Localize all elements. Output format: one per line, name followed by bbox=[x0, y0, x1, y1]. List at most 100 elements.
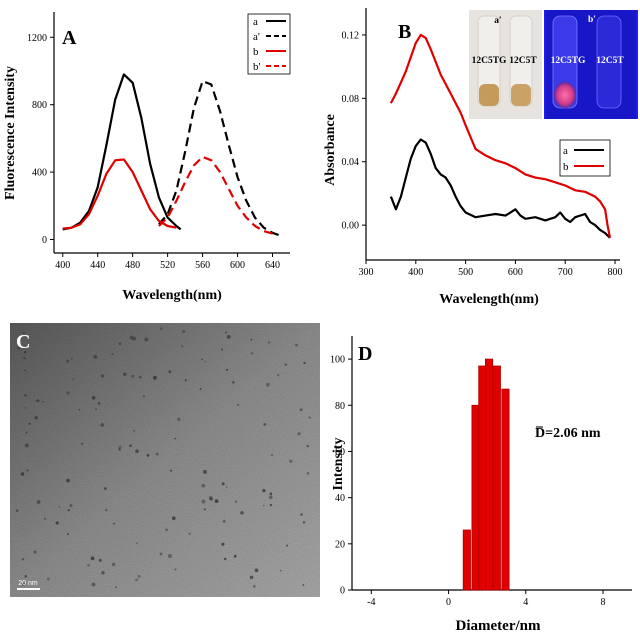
nanoparticle-dot bbox=[269, 495, 273, 499]
nanoparticle-dot bbox=[118, 342, 122, 345]
legend-label-b: b bbox=[253, 46, 259, 58]
y-tick-label: 1200 bbox=[27, 33, 47, 44]
nanoparticle-dot bbox=[250, 338, 253, 341]
nanoparticle-dot bbox=[250, 351, 254, 355]
panel-label-c: C bbox=[16, 331, 30, 353]
histogram-bar bbox=[492, 365, 501, 591]
nanoparticle-dot bbox=[24, 394, 27, 397]
panel-label-a: A bbox=[62, 27, 77, 49]
nanoparticle-dot bbox=[221, 542, 225, 546]
tube-label: 12C5TG bbox=[472, 56, 507, 66]
nanoparticle-dot bbox=[302, 521, 306, 524]
nanoparticle-dot bbox=[98, 558, 102, 563]
nanoparticle-dot bbox=[113, 522, 115, 525]
nanoparticle-dot bbox=[42, 400, 44, 403]
nanoparticle-dot bbox=[177, 417, 181, 421]
nanoparticle-dot bbox=[220, 348, 223, 351]
nanoparticle-dot bbox=[188, 532, 191, 536]
nanoparticle-dot bbox=[90, 556, 95, 561]
nanoparticle-dot bbox=[279, 569, 282, 572]
x-tick-label: 0 bbox=[446, 597, 451, 608]
nanoparticle-dot bbox=[33, 550, 37, 554]
nanoparticle-dot bbox=[131, 374, 135, 378]
x-axis-label: Diameter/nm bbox=[456, 618, 541, 634]
nanoparticle-dot bbox=[135, 578, 139, 582]
pink-fluorescence bbox=[554, 82, 576, 108]
nanoparticle-dot bbox=[28, 422, 31, 425]
nanoparticle-dot bbox=[66, 478, 70, 483]
nanoparticle-dot bbox=[286, 544, 289, 547]
nanoparticle-dot bbox=[174, 568, 177, 571]
nanoparticle-dot bbox=[204, 360, 207, 363]
nanoparticle-dot bbox=[174, 437, 177, 440]
nanoparticle-dot bbox=[165, 528, 169, 532]
legend: a b bbox=[559, 139, 611, 177]
x-tick-label: 640 bbox=[265, 260, 280, 271]
tube-label: 12C5TG bbox=[551, 56, 586, 66]
legend-box bbox=[247, 13, 291, 75]
nanoparticle-dot bbox=[203, 508, 206, 511]
nanoparticle-dot bbox=[171, 516, 176, 521]
nanoparticle-dot bbox=[34, 399, 37, 402]
nanoparticle-dot bbox=[101, 571, 105, 575]
nanoparticle-dot bbox=[252, 585, 256, 588]
nanoparticle-dot bbox=[66, 359, 70, 363]
nanoparticle-dot bbox=[138, 375, 142, 379]
series-line-b-prime bbox=[158, 155, 273, 235]
y-tick-label: 0.00 bbox=[342, 221, 360, 232]
nanoparticle-dot bbox=[231, 380, 235, 384]
nanoparticle-dot bbox=[233, 554, 237, 558]
nanoparticle-dot bbox=[36, 399, 40, 403]
y-tick-label: 80 bbox=[335, 401, 345, 412]
y-axis-label: Fluorescence Intensity bbox=[3, 66, 18, 200]
x-tick-label: 600 bbox=[508, 267, 523, 278]
legend-label-b: b bbox=[563, 161, 569, 173]
panel-label-b: B bbox=[398, 21, 411, 43]
nanoparticle-dot bbox=[265, 382, 270, 387]
nanoparticle-dot bbox=[135, 449, 139, 454]
nanoparticle-dot bbox=[224, 331, 228, 334]
nanoparticle-dot bbox=[269, 503, 273, 507]
scale-bar-label: 20 nm bbox=[18, 580, 38, 587]
series-line-b bbox=[62, 158, 177, 230]
nanoparticle-dot bbox=[300, 513, 303, 516]
tem-image-panel: C 20 nm bbox=[10, 323, 320, 597]
y-tick-label: 400 bbox=[32, 168, 47, 179]
nanoparticle-dot bbox=[24, 575, 28, 578]
x-tick-label: 440 bbox=[90, 260, 105, 271]
x-tick-label: -4 bbox=[367, 597, 375, 608]
nanoparticle-dot bbox=[262, 489, 266, 493]
tube-label: 12C5T bbox=[509, 56, 537, 66]
x-tick-label: 600 bbox=[230, 260, 245, 271]
nanoparticle-dot bbox=[112, 562, 116, 567]
y-tick-label: 60 bbox=[335, 447, 345, 458]
nanoparticle-dot bbox=[80, 442, 83, 445]
nanoparticle-dot bbox=[168, 554, 172, 558]
panel-label-d: D bbox=[358, 343, 372, 365]
nanoparticle-dot bbox=[221, 482, 225, 486]
nanoparticle-dot bbox=[152, 375, 157, 380]
tube-solution-daylight bbox=[511, 84, 531, 106]
mean-diameter-annotation: D̅=2.06 nm bbox=[535, 425, 601, 441]
histogram-bar bbox=[478, 365, 487, 591]
nanoparticle-dot bbox=[132, 336, 137, 341]
nanoparticle-dot bbox=[270, 453, 274, 457]
nanoparticle-dot bbox=[159, 552, 163, 556]
nanoparticle-dot bbox=[78, 408, 81, 411]
nanoparticle-dot bbox=[209, 497, 213, 501]
nanoparticle-dot bbox=[254, 568, 259, 573]
nanoparticle-dot bbox=[26, 469, 29, 472]
legend-label-b-prime: b' bbox=[253, 61, 261, 73]
nanoparticle-dot bbox=[118, 448, 121, 451]
nanoparticle-dot bbox=[235, 500, 238, 503]
nanoparticle-dot bbox=[133, 429, 136, 432]
nanoparticle-dot bbox=[137, 574, 141, 578]
nanoparticle-dot bbox=[303, 361, 306, 365]
y-tick-label: 0 bbox=[340, 586, 345, 597]
nanoparticle-dot bbox=[297, 432, 301, 436]
nanoparticle-dot bbox=[66, 391, 70, 395]
nanoparticle-dot bbox=[24, 407, 27, 409]
histogram-bar bbox=[471, 404, 480, 591]
nanoparticle-dot bbox=[299, 408, 303, 412]
